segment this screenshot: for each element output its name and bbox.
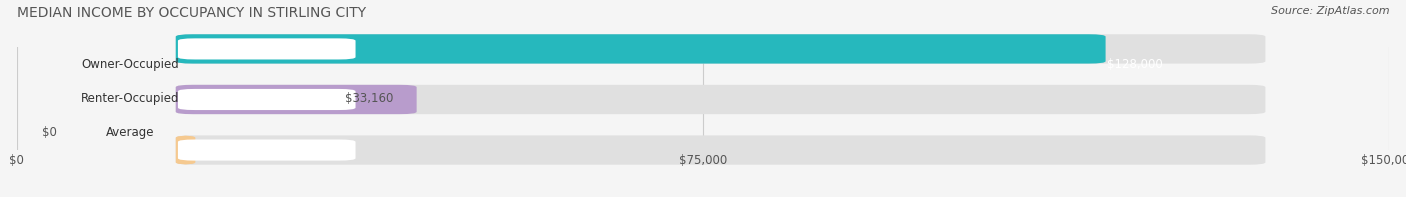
Text: Renter-Occupied: Renter-Occupied — [80, 92, 180, 105]
FancyBboxPatch shape — [176, 85, 416, 114]
Text: $33,160: $33,160 — [344, 92, 394, 105]
Text: Source: ZipAtlas.com: Source: ZipAtlas.com — [1271, 6, 1389, 16]
FancyBboxPatch shape — [176, 34, 1265, 64]
Text: MEDIAN INCOME BY OCCUPANCY IN STIRLING CITY: MEDIAN INCOME BY OCCUPANCY IN STIRLING C… — [17, 6, 366, 20]
FancyBboxPatch shape — [179, 139, 356, 161]
FancyBboxPatch shape — [176, 34, 1105, 64]
FancyBboxPatch shape — [179, 89, 356, 110]
FancyBboxPatch shape — [176, 85, 1265, 114]
Text: Owner-Occupied: Owner-Occupied — [82, 58, 179, 71]
FancyBboxPatch shape — [179, 38, 356, 59]
Text: $0: $0 — [42, 126, 56, 139]
FancyBboxPatch shape — [176, 135, 1265, 165]
Text: $128,000: $128,000 — [1108, 58, 1163, 71]
FancyBboxPatch shape — [176, 135, 195, 165]
Text: Average: Average — [105, 126, 155, 139]
